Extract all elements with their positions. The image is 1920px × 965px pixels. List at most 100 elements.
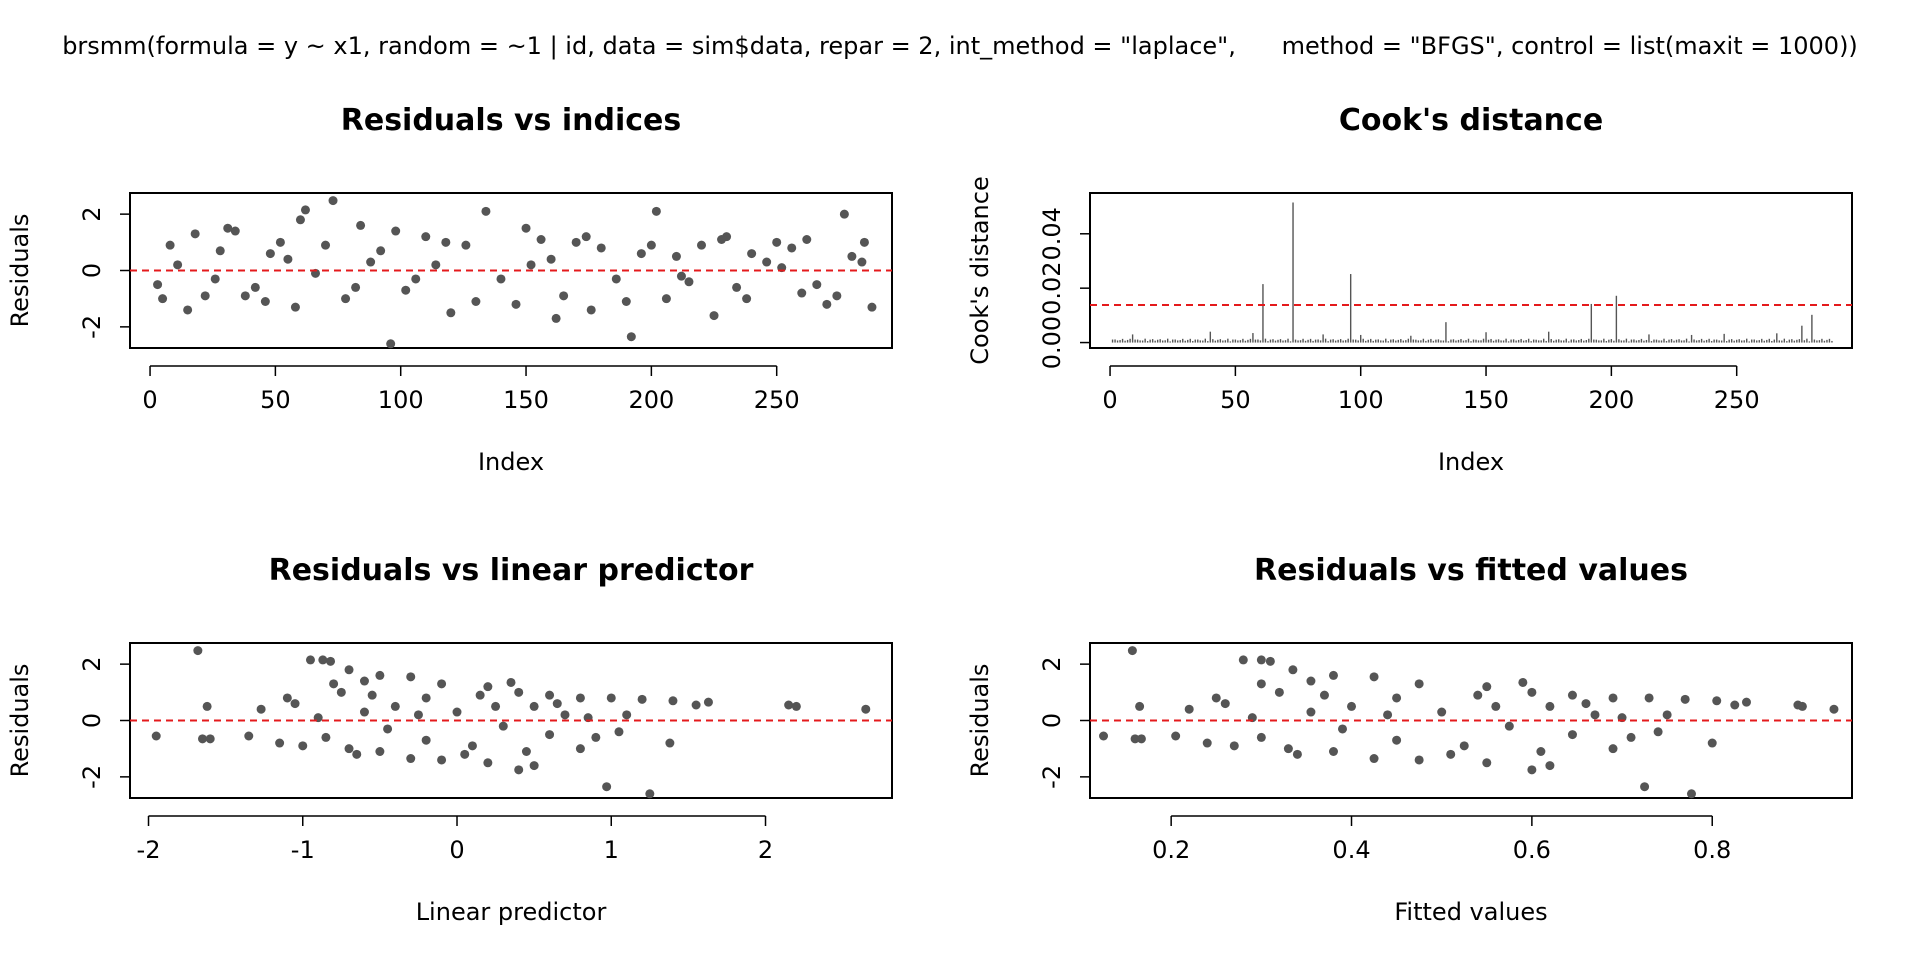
y-tick-label: 2 [78,656,106,671]
y-axis-label: Residuals [6,214,34,328]
y-tick-label: -2 [78,315,106,339]
data-point [859,237,869,247]
data-point [637,694,647,704]
data-point [526,260,536,270]
y-tick-label: 0 [78,713,106,728]
data-point [352,749,362,759]
data-point [437,679,447,689]
data-point [1518,677,1528,687]
data-point [190,229,200,239]
data-point [671,251,681,261]
data-point [496,274,506,284]
x-tick-label: 0 [449,836,464,864]
data-point [1491,701,1501,711]
cooks-distance-chart: Cook's distance Index Cook's distance 0 50 10… [966,103,1853,476]
data-point [1536,747,1546,756]
data-point [1662,710,1672,720]
data-point [847,251,857,261]
data-point [498,721,508,731]
data-point [386,339,396,349]
data-point [521,223,531,233]
data-point [622,710,632,720]
data-point [446,308,456,318]
data-point [1292,749,1302,759]
data-point [661,294,671,304]
data-point [1274,687,1284,697]
x-tick-label: -2 [137,836,161,864]
data-point [183,305,193,315]
data-point [636,249,646,259]
x-tick-label: 200 [1588,386,1634,414]
data-point [1482,758,1492,768]
data-point [596,243,606,253]
data-point [411,274,421,284]
data-point [1229,741,1239,751]
data-point [1392,735,1402,745]
data-point [742,294,752,304]
data-point [691,700,701,710]
data-point [1265,656,1275,666]
data-point [1707,738,1717,748]
panel-residuals-vs-fitted-values: Residuals vs fitted values Fitted values R… [960,540,1920,960]
data-point [1437,707,1447,717]
data-point [861,704,871,714]
x-tick-label: -1 [291,836,315,864]
data-point [1135,701,1145,711]
data-point [375,670,385,680]
data-point [1130,734,1140,744]
data-point [1328,670,1338,680]
data-point [300,205,310,215]
panel-residuals-vs-linear-predictor: Residuals vs linear predictor Linear pred… [0,540,960,960]
data-point [483,682,493,692]
data-point [784,700,794,710]
data-point [545,690,555,700]
data-point [606,693,616,703]
data-point [153,280,163,290]
data-point [1383,710,1393,720]
data-point [1829,704,1839,714]
data-point [460,749,470,759]
data-point [290,699,300,709]
y-axis-label: Residuals [6,664,34,778]
data-point [481,206,491,216]
data-point [1608,693,1618,703]
data-point [344,744,354,754]
data-point [645,789,655,799]
data-point [1446,749,1456,759]
x-axis-label: Index [1438,448,1504,476]
data-point [205,734,215,744]
data-point [614,727,624,737]
data-point [260,297,270,306]
data-point [545,730,555,740]
data-point [173,260,183,270]
data-point [1626,732,1636,742]
data-point [1482,682,1492,692]
data-point [165,240,175,250]
data-point [367,690,377,700]
residuals-vs-indices-chart: Residuals vs indices Index Residuals 0 50 100… [6,103,893,476]
data-point [390,701,400,711]
data-point [1608,744,1618,754]
data-point [867,302,877,312]
data-point [1211,693,1221,703]
data-point [421,693,431,703]
data-point [406,754,416,764]
data-point [1545,761,1555,771]
x-tick-label: 200 [628,386,674,414]
data-point [197,734,207,744]
data-point [575,744,585,754]
x-axis-label: Index [478,448,544,476]
data-point [1504,721,1514,731]
data-point [857,257,867,267]
data-point [1099,731,1109,741]
data-point [529,761,539,771]
data-point [717,235,727,244]
data-point [421,735,431,745]
data-point [575,693,585,703]
data-point [802,235,812,244]
data-point [1680,694,1690,704]
data-point [791,701,801,711]
data-marks [1099,646,1839,799]
data-point [230,226,240,236]
data-point [1640,782,1650,792]
